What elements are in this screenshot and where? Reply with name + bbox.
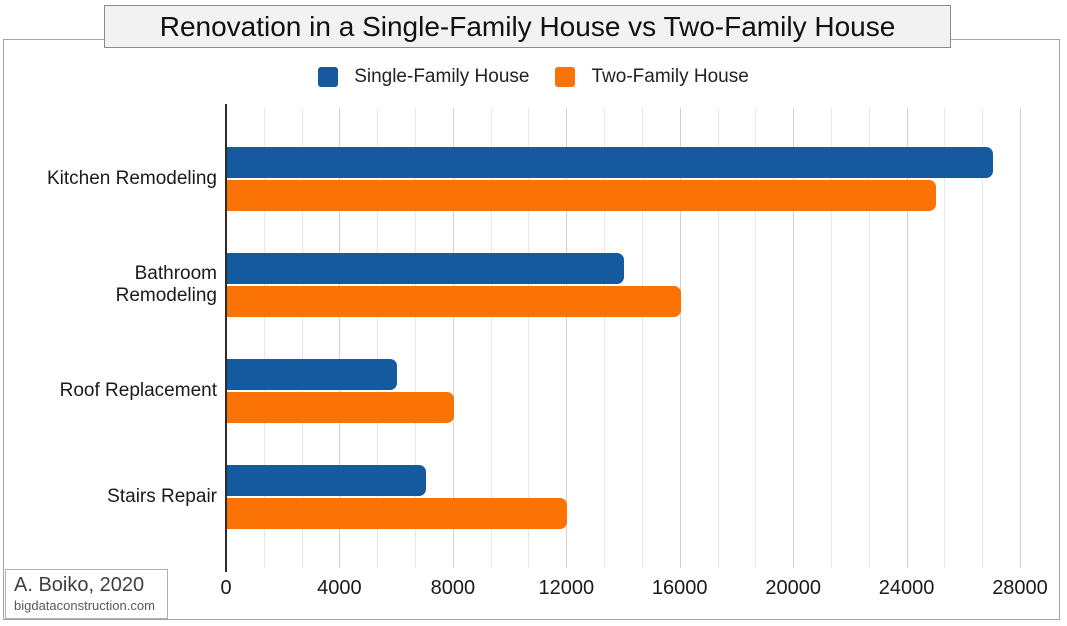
gridline-minor (641, 108, 643, 568)
y-axis-line (225, 104, 227, 572)
attribution-box: A. Boiko, 2020 bigdataconstruction.com (5, 569, 168, 619)
bar-single-family-house-kitchen-remodeling (227, 147, 993, 178)
bar-single-family-house-bathroom-remodeling (227, 253, 624, 284)
chart-title-text: Renovation in a Single-Family House vs T… (159, 10, 896, 42)
gridline-minor (868, 108, 870, 568)
legend-item-single-family-house: Single-Family House (318, 66, 529, 88)
legend-label: Single-Family House (354, 66, 530, 87)
legend-swatch-icon (555, 67, 576, 87)
gridline-major (1020, 108, 1021, 568)
x-tick-label: 28000 (992, 577, 1048, 599)
x-tick-label: 4000 (317, 577, 362, 599)
gridline-major (793, 108, 795, 568)
x-tick-label: 24000 (878, 577, 935, 599)
gridline-minor (944, 108, 946, 568)
gridline-major (906, 108, 908, 568)
gridline-minor (982, 108, 984, 568)
gridline-major (679, 108, 681, 568)
legend-swatch-icon (318, 67, 339, 87)
gridline-minor (490, 108, 492, 568)
x-tick-label: 16000 (651, 577, 708, 599)
x-tick-label: 8000 (430, 577, 476, 599)
bar-two-family-house-kitchen-remodeling (227, 180, 936, 211)
gridline-minor (755, 108, 757, 568)
legend-item-two-family-house: Two-Family House (555, 66, 749, 88)
category-label-roof-replacement: Roof Replacement (59, 380, 217, 401)
bar-two-family-house-bathroom-remodeling (227, 286, 681, 317)
gridline-minor (717, 108, 719, 568)
gridline-major (566, 108, 568, 568)
gridline-minor (301, 108, 303, 568)
gridline-minor (263, 108, 265, 568)
chart-title: Renovation in a Single-Family House vs T… (104, 5, 951, 48)
gridline-minor (830, 108, 832, 568)
gridline-minor (415, 108, 417, 568)
gridline-minor (528, 108, 530, 568)
category-label-bathroom-remodeling: Bathroom Remodeling (115, 263, 217, 306)
x-tick-label: 12000 (538, 577, 595, 599)
bar-single-family-house-stairs-repair (227, 465, 426, 496)
attribution-website: bigdataconstruction.com (14, 598, 155, 613)
category-label-kitchen-remodeling: Kitchen Remodeling (46, 168, 217, 189)
attribution-author: A. Boiko, 2020 (14, 574, 145, 596)
legend-label: Two-Family House (591, 66, 749, 87)
bar-single-family-house-roof-replacement (227, 359, 398, 390)
bar-two-family-house-roof-replacement (227, 392, 454, 423)
gridline-major (452, 108, 454, 568)
legend: Single-Family House Two-Family House (0, 63, 1067, 91)
bar-two-family-house-stairs-repair (227, 498, 568, 529)
gridline-minor (604, 108, 606, 568)
category-label-stairs-repair: Stairs Repair (107, 486, 217, 507)
x-tick-label: 0 (220, 577, 232, 599)
gridline-minor (377, 108, 379, 568)
x-tick-label: 20000 (765, 577, 821, 599)
gridline-major (339, 108, 341, 568)
